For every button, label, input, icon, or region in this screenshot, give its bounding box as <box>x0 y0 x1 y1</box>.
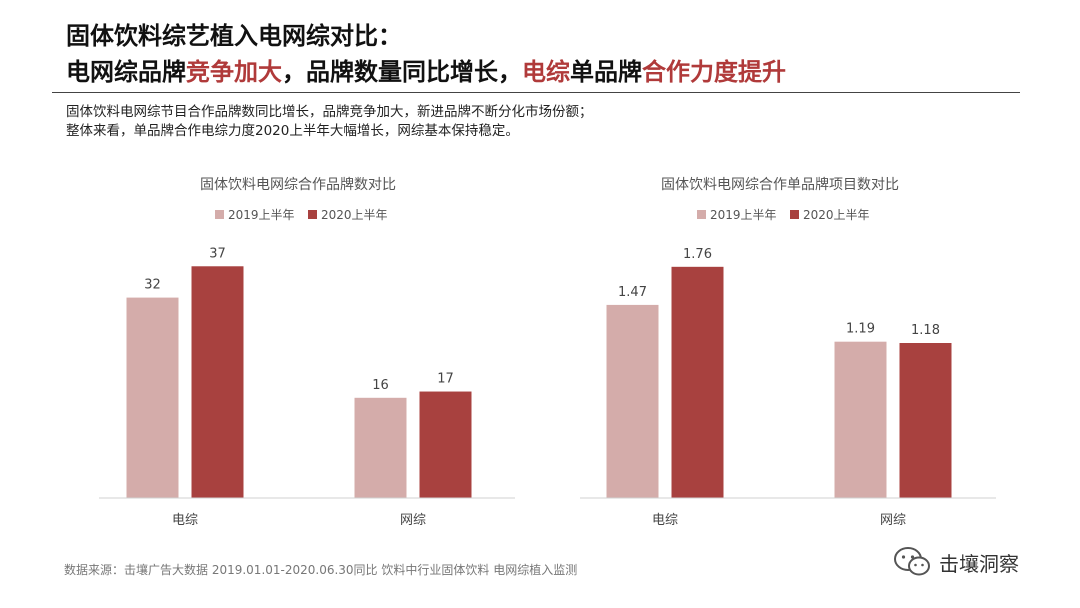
page-title-line2: 电网综品牌竞争加大，品牌数量同比增长，电综单品牌合作力度提升 <box>66 52 786 87</box>
bar-1-2 <box>834 341 887 498</box>
data-label: 17 <box>437 372 454 387</box>
legend-label-2: 2020上半年 <box>803 208 870 222</box>
title-highlight: 电综 <box>522 58 570 86</box>
data-label: 1.47 <box>618 285 647 300</box>
bar-2-2 <box>419 391 472 498</box>
bar-2-1 <box>191 266 244 498</box>
title-text: 单品牌 <box>570 58 642 86</box>
legend-swatch-2 <box>790 210 799 219</box>
wechat-icon <box>894 547 930 576</box>
bar-1-2 <box>354 397 407 498</box>
data-label: 1.18 <box>911 323 940 338</box>
brand-name: 击壤洞察 <box>939 551 1019 576</box>
bar-1-1 <box>606 304 659 498</box>
category-label: 电综 <box>652 513 678 528</box>
category-label: 网综 <box>400 513 426 528</box>
legend-label-1: 2019上半年 <box>228 208 295 222</box>
data-label: 1.19 <box>846 322 875 337</box>
data-label: 16 <box>372 378 389 393</box>
title-highlight: 合作力度提升 <box>642 58 786 86</box>
legend-swatch-2 <box>308 210 317 219</box>
brand-watermark: 击壤洞察 <box>893 546 1019 578</box>
page-title-line1: 固体饮料综艺植入电网综对比： <box>66 22 402 50</box>
title-highlight: 竞争加大 <box>186 58 282 86</box>
category-label: 网综 <box>880 513 906 528</box>
legend-label-2: 2020上半年 <box>321 208 388 222</box>
legend-label-1: 2019上半年 <box>710 208 777 222</box>
chart-title: 固体饮料电网综合作单品牌项目数对比 <box>661 176 899 193</box>
bar-2-2 <box>899 343 952 498</box>
title-divider <box>52 92 1020 93</box>
chart-title: 固体饮料电网综合作品牌数对比 <box>200 176 396 193</box>
chart-2: 固体饮料电网综合作单品牌项目数对比 2019上半年 2020上半年 1.47 1.76 电… <box>580 176 996 528</box>
title-text: 电网综品牌 <box>66 58 186 86</box>
bar-2-1 <box>671 266 724 498</box>
legend-swatch-1 <box>697 210 706 219</box>
data-source-note: 数据来源：击壤广告大数据 2019.01.01-2020.06.30同比 饮料中… <box>64 563 578 577</box>
chart-1: 固体饮料电网综合作品牌数对比 2019上半年 2020上半年 32 37 电综 16 17 网综 <box>99 176 515 528</box>
description-line2: 整体来看，单品牌合作电综力度2020上半年大幅增长，网综基本保持稳定。 <box>66 123 519 139</box>
description-line1: 固体饮料电网综节目合作品牌数同比增长，品牌竞争加大，新进品牌不断分化市场份额； <box>66 104 593 120</box>
data-label: 37 <box>209 246 226 261</box>
bar-1-1 <box>126 297 179 498</box>
title-text: ，品牌数量同比增长， <box>282 58 522 86</box>
legend-swatch-1 <box>215 210 224 219</box>
data-label: 1.76 <box>683 247 712 262</box>
category-label: 电综 <box>172 513 198 528</box>
data-label: 32 <box>144 278 161 293</box>
